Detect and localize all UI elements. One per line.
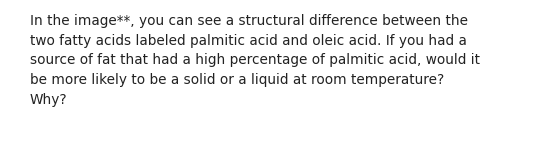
Text: In the image**, you can see a structural difference between the
two fatty acids : In the image**, you can see a structural…	[30, 14, 480, 107]
